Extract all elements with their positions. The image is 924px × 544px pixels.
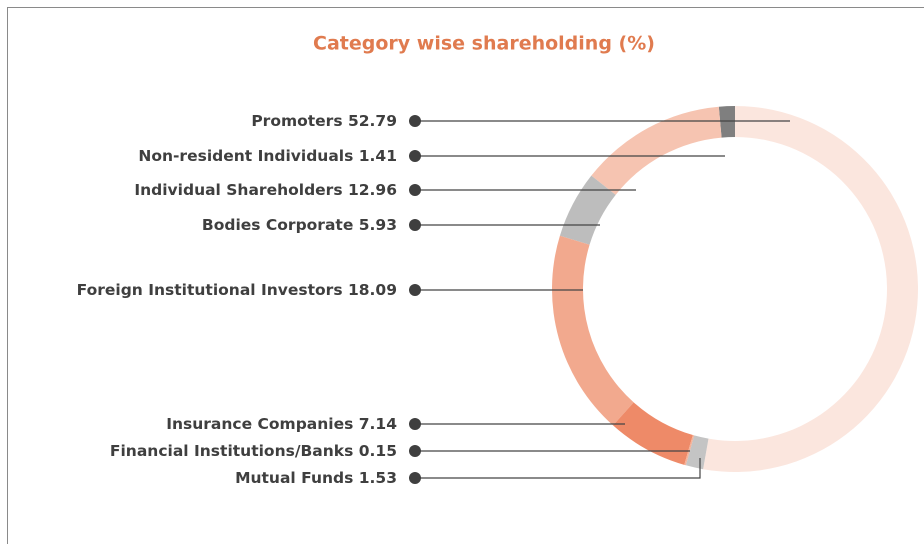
slice [559, 175, 616, 245]
leader-dot [409, 472, 421, 484]
value-label: 18.09 [348, 281, 397, 299]
category-name: Financial Institutions/Banks [110, 442, 353, 460]
leader-dot [409, 445, 421, 457]
category-name: Non-resident Individuals [138, 147, 353, 165]
leader-line [415, 458, 701, 479]
category-name: Insurance Companies [166, 415, 353, 433]
slice [684, 435, 695, 466]
slice [613, 402, 693, 465]
leader-dot [409, 115, 421, 127]
slice-label: Financial Institutions/Banks 0.15 [110, 442, 397, 460]
value-label: 52.79 [348, 112, 397, 130]
value-label: 1.53 [359, 469, 397, 487]
slice-label: Promoters 52.79 [251, 112, 397, 130]
slice-label: Insurance Companies 7.14 [166, 415, 397, 433]
chart-title: Category wise shareholding (%) [313, 33, 655, 55]
slice-label: Foreign Institutional Investors 18.09 [77, 281, 397, 299]
category-name: Bodies Corporate [202, 216, 353, 234]
slice [685, 435, 709, 470]
value-label: 5.93 [359, 216, 397, 234]
leader-dot [409, 418, 421, 430]
leader-dot [409, 219, 421, 231]
slice [718, 106, 735, 138]
leader-dot [409, 150, 421, 162]
labels: Promoters 52.79 Non-resident Individuals … [77, 112, 790, 487]
slice [703, 106, 918, 472]
value-label: 1.41 [359, 147, 397, 165]
slice [552, 235, 634, 426]
slice-label: Individual Shareholders 12.96 [134, 181, 397, 199]
category-name: Individual Shareholders [134, 181, 342, 199]
slice [591, 106, 722, 195]
category-name: Mutual Funds [235, 469, 353, 487]
leader-dot [409, 284, 421, 296]
value-label: 0.15 [359, 442, 397, 460]
slice-label: Bodies Corporate 5.93 [202, 216, 397, 234]
value-label: 7.14 [359, 415, 397, 433]
slice-label: Mutual Funds 1.53 [235, 469, 397, 487]
value-label: 12.96 [348, 181, 397, 199]
category-name: Promoters [251, 112, 342, 130]
donut [552, 106, 918, 472]
slice-label: Non-resident Individuals 1.41 [138, 147, 397, 165]
category-name: Foreign Institutional Investors [77, 281, 343, 299]
leader-dot [409, 184, 421, 196]
